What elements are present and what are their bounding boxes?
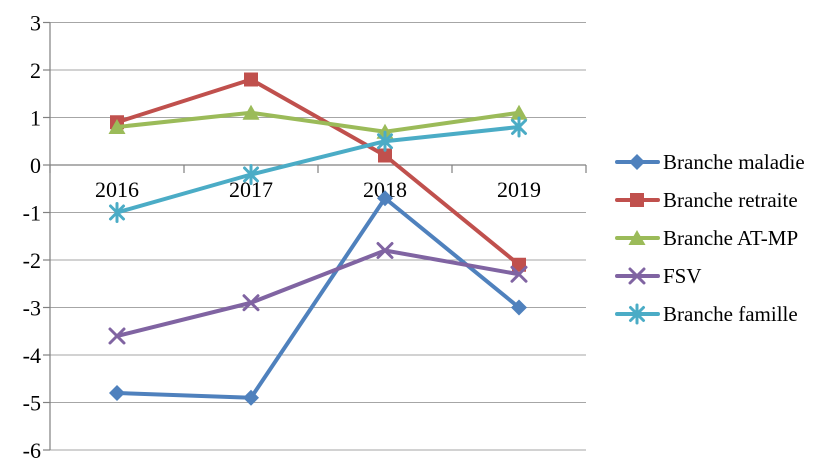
- x-marker-icon: [108, 327, 126, 345]
- series-branche-famille: [109, 116, 527, 223]
- x-marker-icon: [510, 265, 528, 283]
- legend-label: Branche AT-MP: [663, 226, 798, 250]
- triangle-marker-icon: [510, 104, 528, 120]
- asterisk-marker-icon: [629, 303, 645, 325]
- legend-item-branche-retraite: Branche retraite: [615, 188, 798, 212]
- triangle-marker-icon: [242, 104, 260, 120]
- series-line: [115, 125, 521, 215]
- diamond-marker-icon: [629, 154, 645, 170]
- asterisk-marker-icon: [377, 130, 393, 152]
- y-tick-label: -5: [23, 391, 41, 416]
- x-marker-icon: [242, 294, 260, 312]
- series-line: [115, 77, 521, 267]
- asterisk-marker-icon: [109, 202, 125, 223]
- legend-item-branche-at-mp: Branche AT-MP: [615, 226, 798, 250]
- diamond-marker-icon: [511, 299, 527, 316]
- legend-label: Branche maladie: [663, 150, 805, 174]
- y-tick-label: 1: [30, 106, 41, 131]
- x-marker-icon: [376, 242, 394, 259]
- square-marker-icon: [630, 193, 644, 207]
- legend-item-branche-maladie: Branche maladie: [615, 150, 805, 174]
- y-tick-label: -1: [23, 201, 41, 226]
- square-marker-icon: [244, 72, 258, 87]
- asterisk-marker-icon: [511, 116, 527, 138]
- series-line: [115, 248, 521, 338]
- y-tick-label: 2: [30, 58, 41, 83]
- y-tick-label: 3: [30, 11, 41, 36]
- x-tick-label: 2016: [95, 177, 139, 202]
- series-line: [115, 196, 521, 400]
- series-fsv: [108, 242, 528, 345]
- diamond-marker-icon: [243, 389, 259, 406]
- square-marker-icon: [512, 257, 526, 272]
- legend-label: Branche retraite: [663, 188, 798, 212]
- square-marker-icon: [378, 148, 392, 163]
- y-tick-label: 0: [30, 153, 41, 178]
- legend-item-fsv: FSV: [615, 264, 702, 288]
- diamond-marker-icon: [377, 190, 393, 207]
- x-tick-label: 2019: [497, 177, 541, 202]
- x-marker-icon: [628, 267, 646, 285]
- triangle-marker-icon: [108, 119, 126, 134]
- y-tick-label: -2: [23, 248, 41, 273]
- legend-item-branche-famille: Branche famille: [615, 302, 798, 326]
- asterisk-marker-icon: [243, 164, 259, 185]
- series-branche-retraite: [110, 72, 526, 272]
- triangle-marker-icon: [628, 230, 646, 245]
- legend-label: FSV: [663, 264, 702, 288]
- y-tick-label: -6: [23, 438, 41, 463]
- legend-label: Branche famille: [663, 302, 798, 326]
- series-line: [115, 110, 521, 134]
- series-branche-maladie: [109, 190, 527, 406]
- diamond-marker-icon: [109, 385, 125, 401]
- y-tick-label: -4: [23, 343, 41, 368]
- y-tick-label: -3: [23, 296, 41, 321]
